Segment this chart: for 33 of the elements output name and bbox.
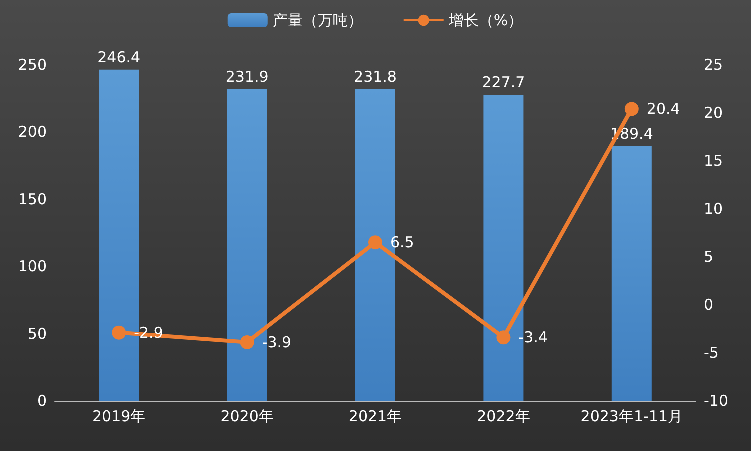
x-tick-label: 2021年 [348, 408, 402, 426]
x-tick-label: 2019年 [92, 408, 146, 426]
y-tick-label: 250 [18, 56, 47, 74]
y-tick-label: 50 [28, 324, 47, 343]
bar [612, 146, 652, 401]
y2-tick-label: -5 [704, 344, 719, 362]
x-tick-label: 2022年 [477, 408, 530, 426]
point [112, 326, 126, 340]
point [496, 330, 511, 345]
legend-label: 增长（%） [448, 12, 524, 30]
y-tick-label: 200 [18, 123, 47, 142]
x-tick-label: 2020年 [220, 408, 274, 426]
x-tick-label: 2023年1-11月 [580, 408, 684, 426]
legend-label: 产量（万吨） [272, 12, 363, 30]
data-label: 227.7 [482, 73, 526, 92]
y2-tick-label: 15 [704, 152, 724, 170]
y2-tick-label: -10 [704, 392, 728, 410]
data-label: 246.4 [98, 48, 141, 66]
point [368, 236, 382, 250]
data-label: 231.9 [226, 68, 269, 86]
y2-tick-label: 20 [704, 104, 724, 122]
y2-tick-label: 5 [704, 248, 714, 266]
y-tick-label: 100 [18, 258, 47, 276]
data-label: 231.8 [354, 68, 397, 86]
y-tick-label: 0 [37, 392, 47, 410]
point [624, 102, 639, 116]
y2-tick-label: 10 [704, 200, 724, 218]
y2-tick-label: 0 [704, 296, 714, 314]
point [240, 335, 254, 350]
data-label: 20.4 [646, 100, 680, 118]
y2-tick-label: 25 [704, 56, 724, 74]
y-tick-label: 150 [18, 190, 47, 208]
data-label: -2.9 [134, 324, 164, 342]
